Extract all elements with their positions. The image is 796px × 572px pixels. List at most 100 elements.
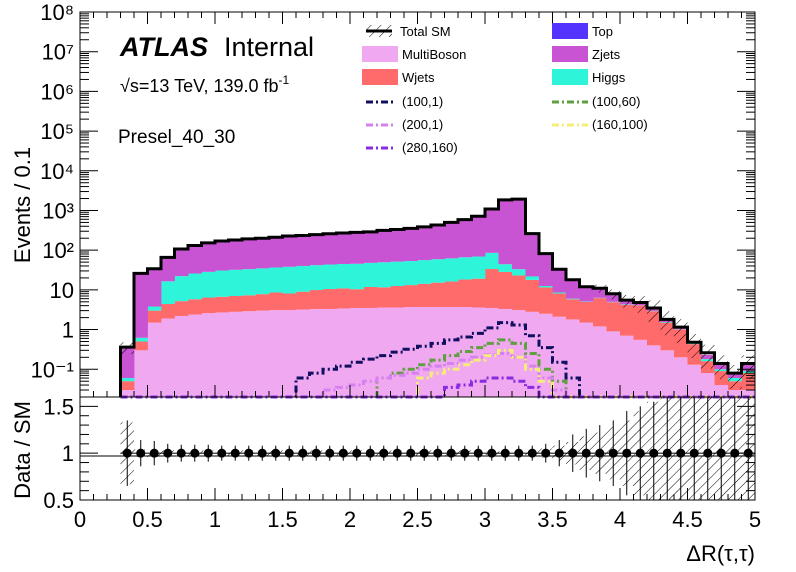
bar-zjets-bin-10 [255, 238, 270, 269]
legend-swatch-higgs [552, 69, 588, 85]
bar-zjets-bin-22 [417, 226, 432, 261]
bar-wjets-bin-8 [228, 296, 243, 312]
bar-wjets-bin-15 [323, 289, 337, 309]
legend-label-top: Top [592, 24, 613, 39]
bar-wjets-bin-27 [485, 269, 499, 308]
bar-zjets-bin-21 [404, 228, 418, 262]
legend-swatch-zjets [552, 46, 588, 62]
ratio-point-18 [365, 448, 375, 458]
bar-higgs-bin-12 [282, 266, 297, 294]
main-y-tick-label-7: 10⁶ [40, 79, 74, 104]
ratio-point-11 [271, 448, 281, 458]
ratio-point-32 [554, 448, 564, 458]
bar-zjets-bin-6 [201, 242, 216, 272]
main-y-tick-label-5: 10⁴ [40, 159, 74, 184]
bar-higgs-bin-14 [309, 265, 324, 291]
bar-higgs-bin-33 [566, 298, 580, 300]
bar-zjets-bin-15 [323, 233, 337, 265]
bar-multiboson-bin-37 [620, 335, 634, 397]
bar-multiboson-bin-32 [552, 316, 567, 397]
main-y-tick-label-8: 10⁷ [42, 40, 74, 65]
internal-label: Internal [224, 32, 314, 62]
bar-multiboson-bin-9 [242, 311, 256, 397]
bar-multiboson-bin-3 [161, 318, 175, 397]
bar-zjets-bin-12 [282, 235, 297, 267]
legend-swatch-multiboson [362, 46, 398, 62]
bar-higgs-bin-4 [174, 276, 189, 302]
x-tick-label-6: 3 [479, 507, 491, 532]
bar-multiboson-bin-42 [687, 364, 702, 397]
bar-wjets-bin-35 [593, 298, 607, 327]
bar-multiboson-bin-34 [579, 322, 594, 397]
total-sm-unc-bin-35 [593, 284, 607, 293]
ratio-point-4 [176, 448, 186, 458]
legend-label-total-sm: Total SM [400, 24, 451, 39]
legend-entry-signal-280-160: (280,160) [366, 140, 458, 155]
bar-wjets-bin-1 [134, 341, 148, 351]
ratio-point-14 [311, 448, 321, 458]
bar-higgs-bin-25 [458, 257, 472, 280]
legend-label-multiboson: MultiBoson [402, 47, 466, 62]
bar-higgs-bin-15 [323, 264, 337, 290]
bar-wjets-bin-3 [161, 304, 175, 319]
bar-zjets-bin-32 [552, 268, 567, 293]
bar-wjets-bin-14 [309, 290, 324, 309]
bar-wjets-bin-22 [417, 283, 432, 308]
legend-entry-top: Top [552, 23, 613, 39]
ratio-point-42 [689, 448, 699, 458]
bar-zjets-bin-23 [431, 225, 445, 260]
bar-zjets-bin-25 [458, 219, 472, 258]
bar-multiboson-bin-45 [728, 390, 742, 397]
x-tick-label-4: 2 [344, 507, 356, 532]
bar-multiboson-bin-46 [741, 390, 756, 397]
bar-multiboson-bin-29 [512, 310, 526, 397]
bar-multiboson-bin-24 [444, 307, 459, 397]
ratio-y-axis: 0.5 1 1.5 [43, 394, 755, 513]
bar-multiboson-bin-26 [471, 307, 486, 397]
bar-higgs-bin-7 [215, 270, 229, 297]
bar-zjets-bin-9 [242, 238, 256, 270]
ratio-point-44 [716, 448, 726, 458]
ratio-point-9 [244, 448, 254, 458]
bar-higgs-bin-21 [404, 261, 418, 286]
ratio-point-23 [433, 448, 443, 458]
bar-zjets-bin-11 [269, 237, 283, 268]
main-y-tick-label-4: 10³ [42, 198, 74, 223]
total-sm-unc-bin-45 [728, 364, 742, 389]
ratio-point-37 [622, 448, 632, 458]
ratio-point-45 [730, 448, 740, 458]
ratio-point-7 [217, 448, 227, 458]
total-sm-unc-bin-42 [687, 334, 701, 359]
main-y-tick-label-0: 10⁻¹ [31, 357, 74, 382]
legend-swatch-wjets [362, 69, 398, 85]
ratio-y-axis-title: Data / SM [10, 401, 35, 499]
bar-higgs-bin-23 [431, 259, 445, 283]
sqrt-s-text: √s [120, 76, 139, 96]
bar-wjets-bin-31 [539, 287, 553, 314]
main-y-tick-label-9: 10⁸ [40, 0, 74, 25]
bar-wjets-bin-36 [606, 302, 621, 332]
ratio-point-34 [581, 448, 591, 458]
lumi-label: √s=13 TeV, 139.0 fb-1 [120, 73, 290, 96]
total-sm-unc-bin-38 [633, 296, 647, 313]
ratio-point-19 [379, 448, 389, 458]
bar-wjets-bin-24 [444, 281, 459, 308]
legend-label-wjets: Wjets [402, 70, 435, 85]
bar-zjets-bin-30 [525, 233, 540, 277]
x-tick-label-2: 1 [209, 507, 221, 532]
bar-higgs-bin-28 [498, 264, 513, 272]
legend-label-higgs: Higgs [592, 70, 626, 85]
total-sm-unc-bin-37 [620, 294, 634, 308]
bar-wjets-bin-13 [296, 291, 310, 310]
bar-multiboson-bin-7 [215, 312, 229, 397]
region-label: Presel_40_30 [118, 127, 235, 148]
main-y-axis-title: Events / 0.1 [10, 147, 35, 263]
total-sm-unc-bin-43 [701, 344, 715, 369]
bar-wjets-bin-9 [242, 295, 256, 312]
x-tick-label-5: 2.5 [402, 507, 433, 532]
bar-zjets-bin-26 [471, 216, 486, 257]
bar-multiboson-bin-1 [134, 350, 148, 397]
legend-entry-multiboson: MultiBoson [362, 46, 466, 62]
legend-label-signal-280-160: (280,160) [402, 140, 458, 155]
bar-multiboson-bin-44 [714, 385, 729, 397]
